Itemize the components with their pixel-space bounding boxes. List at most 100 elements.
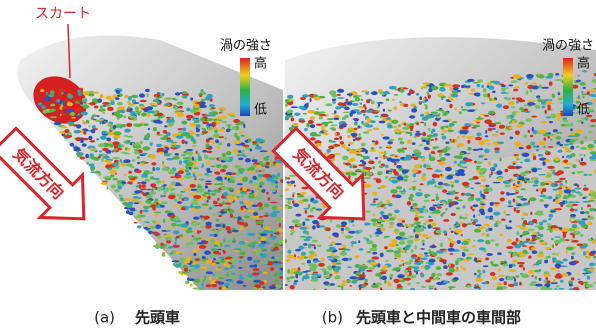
vortex-speck xyxy=(113,149,117,153)
vortex-speck xyxy=(402,225,405,227)
vortex-speck xyxy=(460,165,464,168)
vortex-speck xyxy=(461,106,463,108)
vortex-speck xyxy=(513,186,517,190)
vortex-speck xyxy=(429,288,434,290)
vortex-speck xyxy=(389,86,397,90)
vortex-speck xyxy=(298,256,304,260)
vortex-speck xyxy=(238,168,245,172)
vortex-speck xyxy=(552,228,559,231)
vortex-speck xyxy=(143,209,149,212)
vortex-speck xyxy=(288,200,291,204)
vortex-speck xyxy=(436,196,439,201)
vortex-speck xyxy=(181,154,186,156)
vortex-speck xyxy=(302,278,304,281)
vortex-speck xyxy=(514,207,516,212)
vortex-speck xyxy=(310,124,315,128)
vortex-speck xyxy=(341,221,347,225)
vortex-speck xyxy=(390,274,394,277)
vortex-speck xyxy=(142,184,146,188)
vortex-speck xyxy=(98,143,105,147)
vortex-speck xyxy=(521,218,524,220)
vortex-speck xyxy=(209,126,213,131)
vortex-speck xyxy=(348,258,352,261)
vortex-speck xyxy=(155,224,161,229)
vortex-speck xyxy=(336,224,341,228)
vortex-speck xyxy=(461,85,465,88)
vortex-speck xyxy=(498,221,500,224)
vortex-speck xyxy=(354,118,359,121)
vortex-speck xyxy=(222,202,225,205)
vortex-speck xyxy=(457,240,461,244)
vortex-speck xyxy=(222,153,226,158)
vortex-speck xyxy=(134,202,140,204)
vortex-speck xyxy=(399,264,402,267)
vortex-speck xyxy=(501,87,506,91)
vortex-speck xyxy=(467,79,475,82)
vortex-speck xyxy=(442,136,447,140)
vortex-speck xyxy=(326,249,334,252)
vortex-speck xyxy=(293,203,299,207)
vortex-speck xyxy=(192,221,196,223)
vortex-speck xyxy=(509,126,512,130)
vortex-speck xyxy=(181,140,185,144)
vortex-speck xyxy=(211,253,214,257)
vortex-speck xyxy=(290,285,295,289)
vortex-speck xyxy=(591,138,593,141)
vortex-speck xyxy=(277,218,282,222)
vortex-speck xyxy=(149,191,156,195)
vortex-speck xyxy=(373,198,378,200)
vortex-speck xyxy=(434,288,436,292)
vortex-speck xyxy=(124,174,127,176)
vortex-speck xyxy=(238,158,243,161)
vortex-speck xyxy=(316,108,319,110)
vortex-speck xyxy=(587,144,594,148)
vortex-speck xyxy=(275,182,278,184)
vortex-speck xyxy=(310,116,315,120)
vortex-speck xyxy=(413,207,417,209)
vortex-speck xyxy=(154,212,161,214)
vortex-speck xyxy=(454,161,457,164)
vortex-speck xyxy=(487,82,492,85)
vortex-speck xyxy=(488,207,492,211)
vortex-speck xyxy=(172,134,176,138)
vortex-speck xyxy=(474,257,477,261)
vortex-speck xyxy=(380,116,382,118)
vortex-speck xyxy=(485,228,488,232)
vortex-speck xyxy=(484,224,489,226)
vortex-speck xyxy=(221,187,226,190)
vortex-speck xyxy=(193,173,196,177)
vortex-speck xyxy=(451,184,454,187)
vortex-speck xyxy=(363,131,369,134)
vortex-speck xyxy=(438,182,443,186)
vortex-speck xyxy=(398,138,404,141)
vortex-speck xyxy=(135,170,141,173)
vortex-speck xyxy=(312,240,318,243)
vortex-speck xyxy=(480,114,486,116)
vortex-speck xyxy=(370,234,372,237)
vortex-speck xyxy=(120,162,127,166)
vortex-speck xyxy=(123,159,130,163)
vortex-speck xyxy=(161,93,164,96)
vortex-speck xyxy=(324,123,328,127)
vortex-speck xyxy=(397,284,402,288)
vortex-speck xyxy=(560,280,563,283)
vortex-speck xyxy=(312,225,316,229)
vortex-speck xyxy=(255,191,257,194)
vortex-speck xyxy=(489,98,491,102)
vortex-speck xyxy=(517,262,525,265)
vortex-speck xyxy=(414,136,417,139)
vortex-speck xyxy=(218,215,222,217)
vortex-speck xyxy=(218,229,223,231)
vortex-speck xyxy=(145,179,150,182)
vortex-speck xyxy=(357,148,363,151)
vortex-speck xyxy=(384,279,386,283)
vortex-speck xyxy=(210,166,215,168)
vortex-speck xyxy=(130,208,136,212)
vortex-speck xyxy=(465,102,473,106)
vortex-speck xyxy=(465,159,473,162)
vortex-speck xyxy=(443,219,449,222)
vortex-speck xyxy=(589,263,595,267)
vortex-speck xyxy=(306,103,308,105)
vortex-speck xyxy=(334,275,340,279)
vortex-speck xyxy=(459,111,462,114)
